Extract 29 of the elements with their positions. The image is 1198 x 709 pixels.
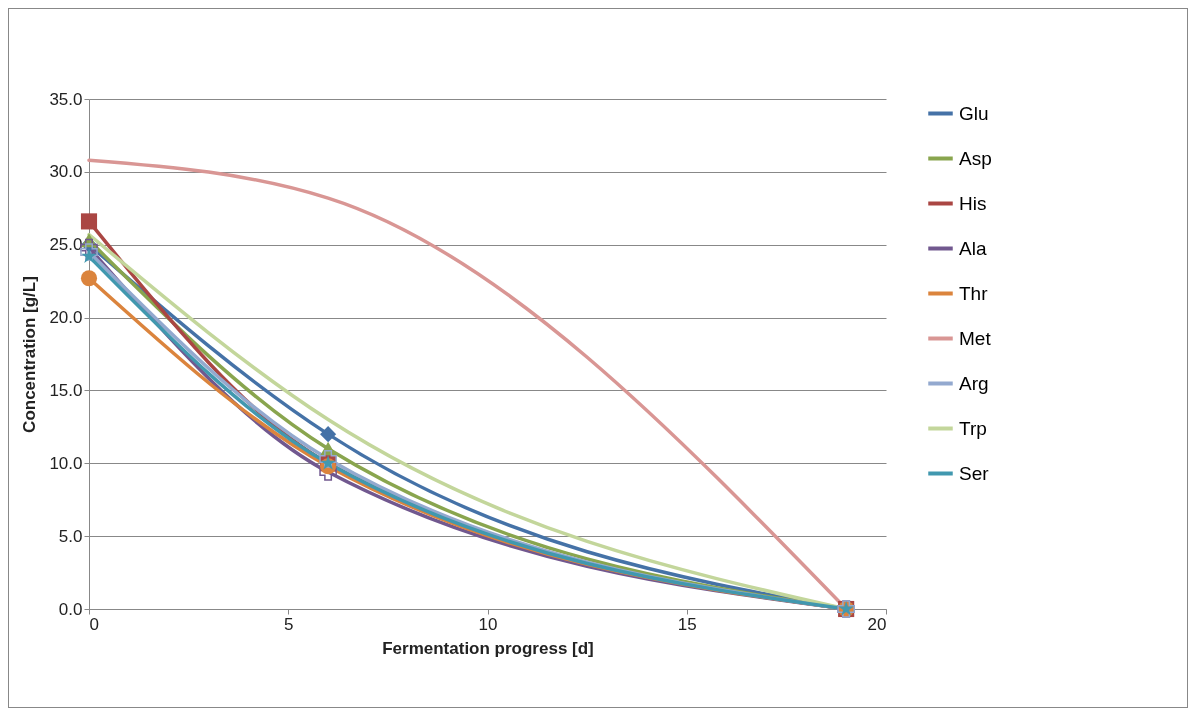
legend-label: Asp [959, 147, 992, 169]
point [80, 270, 98, 287]
y-tick-label: 10.0 [49, 453, 83, 473]
y-tick-label: 20.0 [49, 308, 83, 328]
x-tick-label: 20 [867, 614, 887, 634]
y-axis-title: Concentration [g/L] [20, 276, 40, 433]
point [80, 213, 98, 230]
legend-label: Thr [959, 282, 989, 304]
x-tick-label: 10 [478, 614, 498, 634]
legend-label: Trp [959, 417, 987, 439]
y-tick-label: 0.0 [58, 599, 83, 619]
legend-label: His [959, 192, 987, 214]
x-tick-label: 0 [89, 614, 99, 634]
x-axis-title: Fermentation progress [d] [382, 638, 594, 658]
point [320, 426, 337, 443]
y-tick-label: 30.0 [49, 162, 83, 182]
y-tick-label: 5.0 [58, 526, 83, 546]
y-tick-label: 15.0 [49, 380, 83, 400]
y-tick-label: 25.0 [49, 235, 83, 255]
y-tick-label: 35.0 [49, 89, 83, 109]
legend-label: Arg [959, 372, 989, 394]
x-tick-label: 15 [677, 614, 697, 634]
x-tick-label: 5 [284, 614, 294, 634]
point [80, 243, 98, 261]
legend-label: Glu [959, 102, 989, 124]
point [81, 248, 97, 263]
legend-label: Ser [959, 462, 990, 484]
legend-label: Ala [959, 237, 987, 259]
legend-label: Met [959, 327, 992, 349]
